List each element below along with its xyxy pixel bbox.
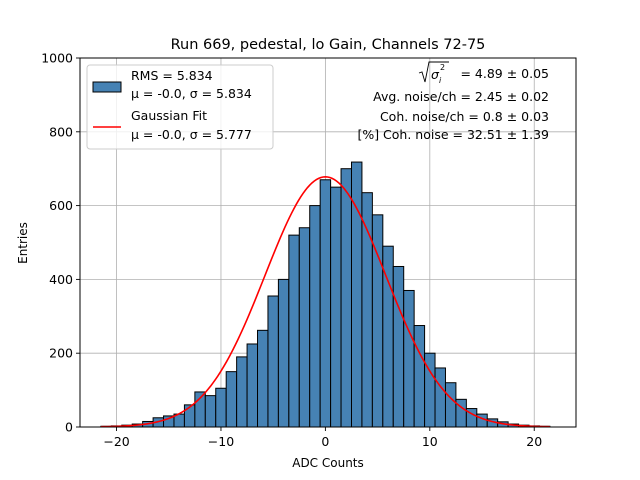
histogram-bar xyxy=(413,325,426,428)
y-tick-label: 600 xyxy=(49,198,73,213)
histogram-bar xyxy=(319,179,332,428)
stats-annotations: σ i 2 = 4.89 ± 0.05 Avg. noise/ch = 2.45… xyxy=(357,61,549,142)
histogram-bar xyxy=(183,404,196,428)
histogram-bar xyxy=(215,387,227,428)
x-tick-label: 0 xyxy=(321,434,329,449)
sqrt-sigma-symbol: σ i 2 xyxy=(418,61,449,85)
sigma-value: = 4.89 ± 0.05 xyxy=(460,66,549,81)
x-tick-label: 20 xyxy=(526,434,542,449)
svg-text:i: i xyxy=(439,76,442,85)
legend-fit-params: μ = -0.0, σ = 5.777 xyxy=(131,127,252,142)
histogram-bar xyxy=(434,367,446,428)
y-tick-label: 400 xyxy=(49,272,73,287)
svg-text:2: 2 xyxy=(440,63,445,72)
histogram-bar xyxy=(330,186,342,428)
pct-coh-noise-annotation: [%] Coh. noise = 32.51 ± 1.39 xyxy=(357,127,549,142)
x-axis-ticks: −20 −10 0 10 20 xyxy=(103,427,542,449)
y-axis-label: Entries xyxy=(16,222,30,264)
histogram-bar xyxy=(257,329,269,428)
histogram-bars xyxy=(100,161,551,428)
histogram-bar xyxy=(403,289,415,428)
plot-frame xyxy=(79,57,577,428)
y-tick-label: 800 xyxy=(49,124,73,139)
avg-noise-annotation: Avg. noise/ch = 2.45 ± 0.02 xyxy=(373,89,549,104)
histogram-bar xyxy=(309,205,321,428)
legend: RMS = 5.834 μ = -0.0, σ = 5.834 Gaussian… xyxy=(86,64,274,150)
histogram-bar xyxy=(236,356,248,428)
gaussian-fit-curve xyxy=(100,176,550,428)
legend-rms-label: RMS = 5.834 xyxy=(131,68,213,83)
histogram-bar xyxy=(204,395,217,428)
x-tick-label: −10 xyxy=(208,434,234,449)
legend-fit-label: Gaussian Fit xyxy=(131,108,207,123)
histogram-bar xyxy=(288,234,300,428)
histogram-bar xyxy=(298,227,311,428)
histogram-bar xyxy=(361,192,373,428)
chart-title: Run 669, pedestal, lo Gain, Channels 72-… xyxy=(171,37,486,53)
histogram-bar xyxy=(277,278,290,428)
x-axis-label: ADC Counts xyxy=(292,456,364,470)
histogram-bar xyxy=(392,265,405,428)
histogram-bar xyxy=(267,295,279,428)
y-axis-ticks: 0 200 400 600 800 1000 xyxy=(41,51,80,435)
y-tick-label: 1000 xyxy=(41,51,73,66)
histogram-bar xyxy=(340,168,352,428)
histogram-bar xyxy=(476,413,488,428)
histogram-bar xyxy=(444,382,457,428)
legend-box xyxy=(86,64,274,150)
y-tick-label: 0 xyxy=(65,420,73,435)
histogram-bar xyxy=(225,371,238,428)
legend-hist-params: μ = -0.0, σ = 5.834 xyxy=(131,86,252,101)
y-tick-label: 200 xyxy=(49,346,73,361)
legend-histogram-swatch xyxy=(92,81,122,93)
x-tick-label: 10 xyxy=(422,434,438,449)
histogram-bar xyxy=(246,343,259,428)
x-tick-label: −20 xyxy=(103,434,129,449)
svg-text:σ: σ xyxy=(431,67,440,82)
coh-noise-annotation: Coh. noise/ch = 0.8 ± 0.03 xyxy=(380,109,549,124)
